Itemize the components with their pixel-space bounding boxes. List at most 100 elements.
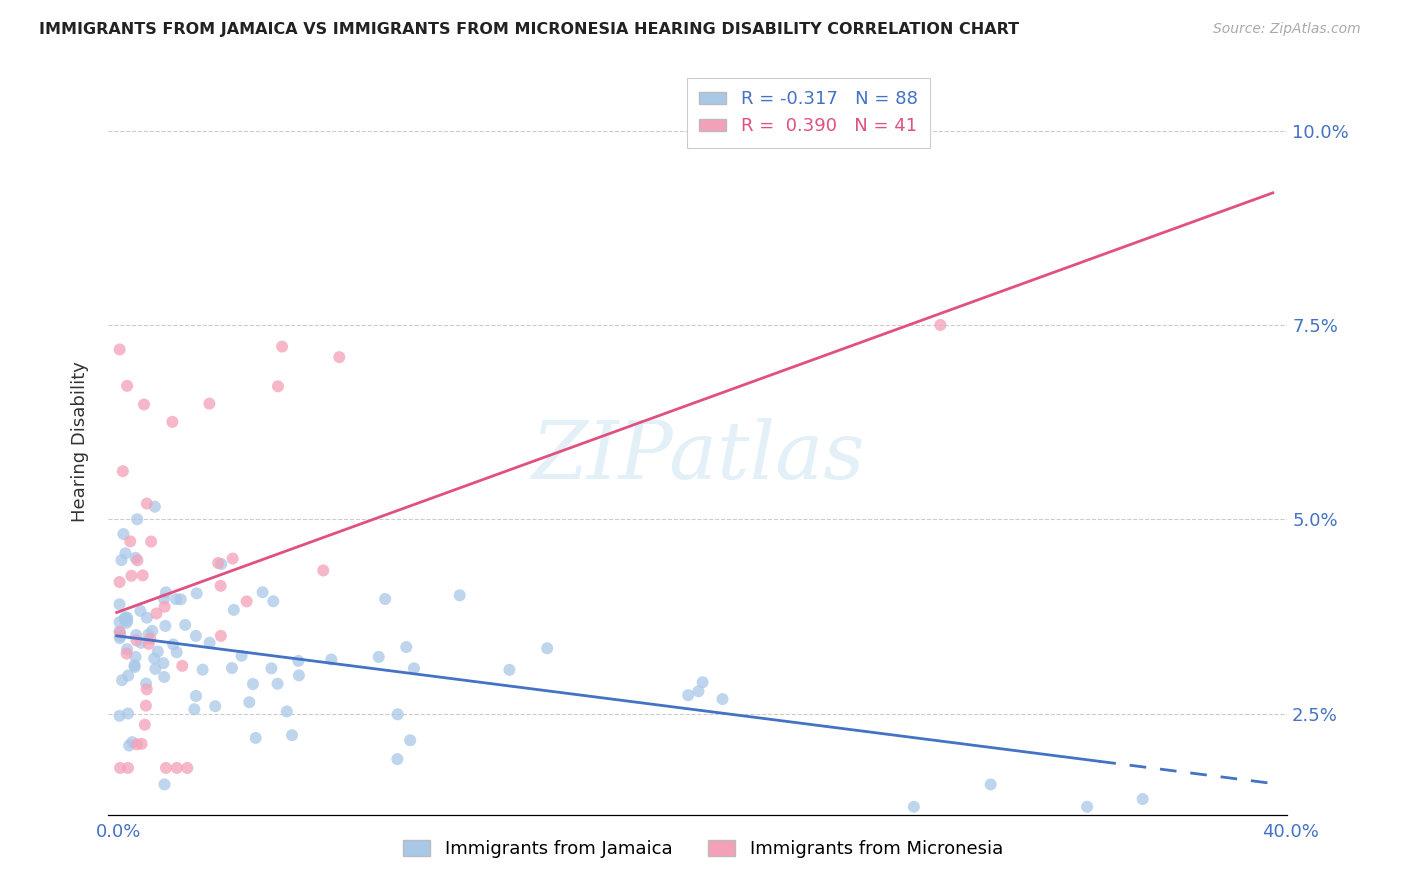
Point (146, 644, 169, 658)
Point (166, 645, 188, 659)
Point (711, 692, 734, 706)
Point (186, 586, 208, 600)
Point (124, 658, 146, 673)
Point (176, 761, 198, 775)
Point (124, 649, 146, 664)
Point (271, 340, 294, 354)
Point (135, 497, 157, 511)
Point (204, 699, 226, 714)
Point (115, 642, 138, 657)
Point (112, 527, 135, 541)
Point (111, 464, 134, 478)
Legend: Immigrants from Jamaica, Immigrants from Micronesia: Immigrants from Jamaica, Immigrants from… (394, 830, 1012, 867)
Point (184, 689, 207, 703)
Point (1132, 792, 1154, 806)
Point (115, 615, 138, 630)
Point (129, 636, 152, 650)
Point (153, 591, 176, 606)
Point (132, 568, 155, 582)
Point (260, 661, 283, 675)
Point (111, 673, 134, 687)
Point (131, 737, 153, 751)
Point (170, 592, 193, 607)
Point (676, 688, 699, 702)
Point (108, 615, 131, 630)
Point (125, 628, 148, 642)
Point (155, 619, 177, 633)
Point (402, 661, 425, 675)
Point (153, 777, 176, 791)
Point (395, 640, 418, 654)
Point (134, 717, 156, 731)
Point (328, 350, 350, 364)
Point (124, 550, 146, 565)
Point (124, 660, 146, 674)
Point (155, 585, 177, 599)
Point (139, 534, 162, 549)
Point (374, 592, 396, 607)
Point (115, 379, 138, 393)
Point (141, 624, 163, 638)
Point (108, 629, 131, 643)
Point (108, 708, 131, 723)
Point (162, 638, 184, 652)
Point (152, 656, 174, 670)
Point (172, 658, 194, 673)
Point (108, 343, 131, 357)
Point (287, 654, 309, 668)
Point (498, 663, 520, 677)
Point (117, 668, 139, 682)
Point (143, 651, 166, 665)
Point (449, 588, 471, 602)
Point (387, 752, 409, 766)
Point (281, 728, 304, 742)
Point (266, 677, 288, 691)
Point (166, 761, 188, 775)
Point (198, 636, 221, 650)
Point (155, 761, 177, 775)
Point (688, 684, 710, 698)
Point (222, 603, 245, 617)
Point (118, 739, 141, 753)
Point (262, 594, 284, 608)
Text: IMMIGRANTS FROM JAMAICA VS IMMIGRANTS FROM MICRONESIA HEARING DISABILITY CORRELA: IMMIGRANTS FROM JAMAICA VS IMMIGRANTS FR… (39, 22, 1019, 37)
Y-axis label: Hearing Disability: Hearing Disability (72, 361, 89, 522)
Point (162, 415, 184, 429)
Point (108, 625, 131, 640)
Point (980, 777, 1002, 791)
Point (165, 592, 187, 607)
Point (108, 597, 131, 611)
Point (125, 737, 148, 751)
Point (132, 397, 155, 411)
Point (174, 618, 197, 632)
Point (231, 648, 253, 663)
Point (242, 677, 264, 691)
Point (536, 641, 558, 656)
Point (120, 534, 142, 549)
Point (127, 553, 149, 567)
Point (222, 551, 245, 566)
Point (692, 675, 714, 690)
Point (110, 553, 132, 567)
Point (321, 652, 343, 666)
Point (117, 614, 139, 628)
Point (209, 557, 232, 571)
Point (108, 631, 131, 645)
Legend: R = -0.317   N = 88, R =  0.390   N = 41: R = -0.317 N = 88, R = 0.390 N = 41 (686, 78, 931, 148)
Text: 40.0%: 40.0% (1263, 822, 1319, 840)
Text: 0.0%: 0.0% (96, 822, 141, 840)
Point (252, 585, 274, 599)
Point (117, 761, 139, 775)
Point (114, 612, 136, 626)
Point (117, 706, 139, 721)
Point (115, 647, 138, 661)
Point (235, 594, 257, 608)
Point (209, 579, 232, 593)
Point (145, 662, 167, 676)
Point (108, 624, 131, 639)
Point (276, 705, 298, 719)
Text: Source: ZipAtlas.com: Source: ZipAtlas.com (1213, 22, 1361, 37)
Point (129, 604, 152, 618)
Point (108, 761, 131, 775)
Point (312, 564, 335, 578)
